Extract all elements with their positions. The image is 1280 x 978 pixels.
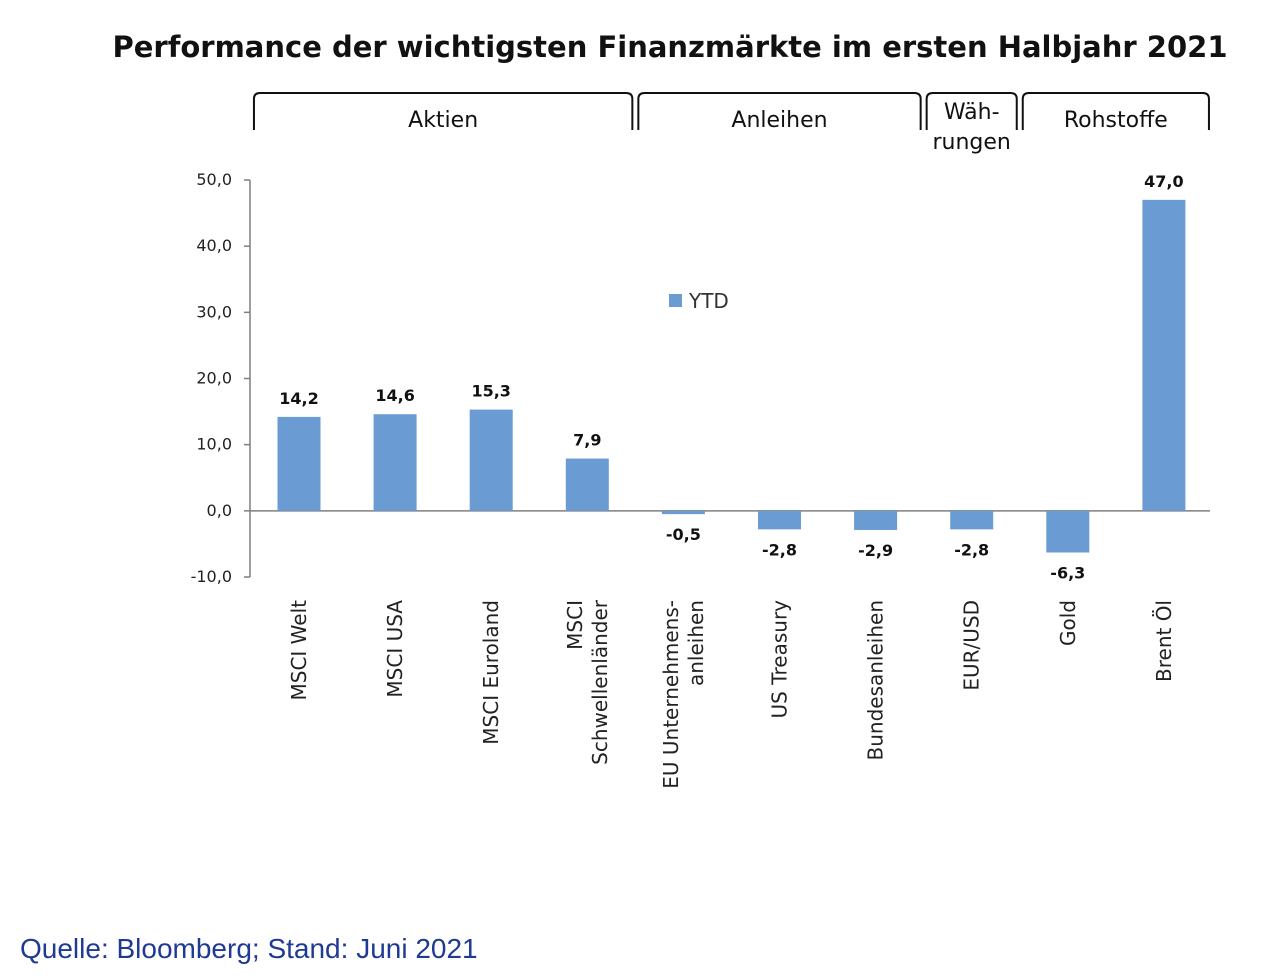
bar xyxy=(469,409,513,511)
legend-swatch xyxy=(669,294,682,307)
chart-title: Performance der wichtigsten Finanzmärkte… xyxy=(113,30,1228,64)
bars xyxy=(277,199,1186,553)
y-tick-label: 50,0 xyxy=(196,170,232,189)
category-label: US Treasury xyxy=(768,600,792,719)
category-label: Brent Öl xyxy=(1152,600,1176,682)
data-label: 14,6 xyxy=(375,386,414,405)
category-label: EU Unternehmens- xyxy=(659,600,683,789)
bar xyxy=(950,510,994,530)
data-label: 15,3 xyxy=(471,382,510,401)
y-tick-label: 40,0 xyxy=(196,236,232,255)
bar xyxy=(854,510,898,531)
group-bracket xyxy=(252,92,634,130)
category-groups: Aktien Anleihen Wäh-rungen Rohstoffe xyxy=(252,92,1210,155)
group-label: Wäh- xyxy=(944,100,1000,125)
legend: YTD xyxy=(669,289,729,313)
x-axis-categories: MSCI Welt MSCI USA MSCI Euroland MSCI Schwel… xyxy=(287,599,1176,789)
category-label: Gold xyxy=(1056,600,1080,646)
data-label: -0,5 xyxy=(666,525,701,544)
y-tick-label: 30,0 xyxy=(196,302,232,321)
bar xyxy=(1142,199,1186,511)
group-bracket xyxy=(637,92,922,130)
category-label: MSCI Welt xyxy=(287,600,311,701)
category-label: MSCI Euroland xyxy=(479,600,503,745)
group-bracket xyxy=(1021,92,1210,130)
y-tick-label: 10,0 xyxy=(196,435,232,454)
category-label: anleihen xyxy=(684,600,708,686)
y-tick-label: 0,0 xyxy=(207,501,232,520)
group-label: rungen xyxy=(933,130,1011,155)
data-label: 14,2 xyxy=(279,389,318,408)
group-label: Rohstoffe xyxy=(1064,108,1168,133)
bar xyxy=(758,510,801,530)
data-label: -2,8 xyxy=(762,540,797,559)
category-label: Schwellenländer xyxy=(588,599,612,765)
y-tick-label: 20,0 xyxy=(196,369,232,388)
category-label: EUR/USD xyxy=(960,600,984,691)
bar xyxy=(277,416,321,511)
category-label: MSCI USA xyxy=(383,600,407,698)
data-label: -2,9 xyxy=(858,541,893,560)
category-label: Bundesanleihen xyxy=(864,600,888,761)
data-label: 7,9 xyxy=(573,431,601,450)
bar xyxy=(373,414,417,511)
legend-label: YTD xyxy=(688,289,729,313)
y-tick-label: -10,0 xyxy=(191,567,232,586)
data-label: 47,0 xyxy=(1144,172,1183,191)
group-label: Aktien xyxy=(408,108,478,133)
data-labels: 14,2 14,6 15,3 7,9 -0,5 -2,8 -2,9 -2,8 -6,3 47,0 xyxy=(279,172,1183,583)
data-label: -6,3 xyxy=(1050,564,1085,583)
source-note: Quelle: Bloomberg; Stand: Juni 2021 xyxy=(20,933,478,964)
group-bracket xyxy=(925,92,1018,130)
bar xyxy=(1046,510,1090,553)
category-label: MSCI xyxy=(563,600,587,650)
group-label: Anleihen xyxy=(731,108,827,133)
bar xyxy=(565,458,609,511)
data-label: -2,8 xyxy=(954,540,989,559)
bar xyxy=(661,510,705,515)
